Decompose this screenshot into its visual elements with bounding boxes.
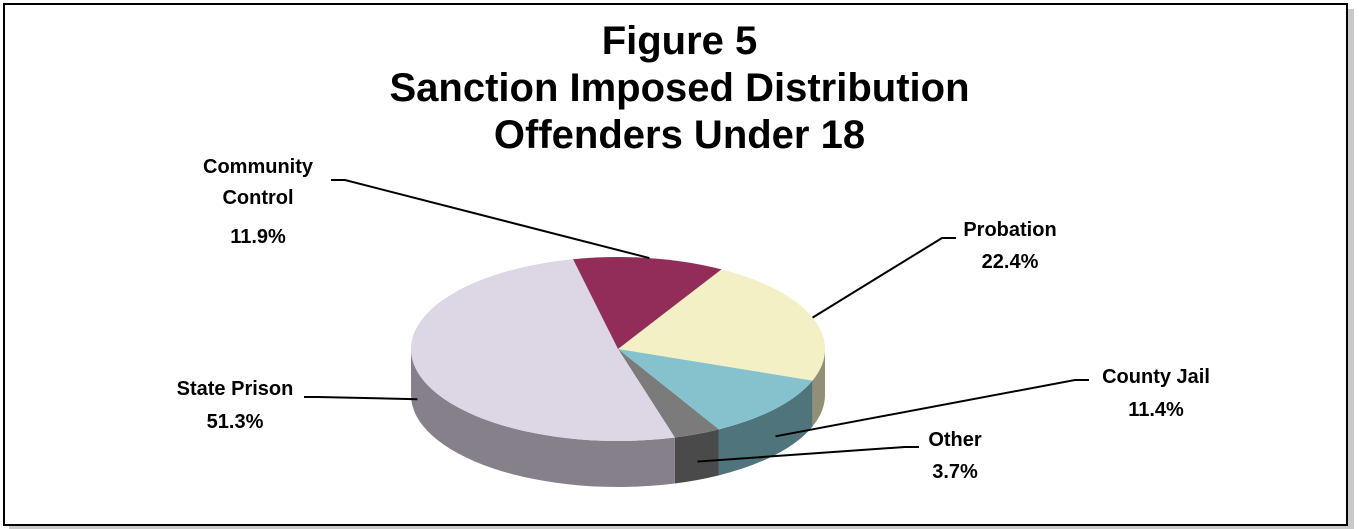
slice-community-control xyxy=(573,257,722,349)
slice-value-label-2: 3.7% xyxy=(932,461,978,483)
chart-subtitle-line-2: Offenders Under 18 xyxy=(493,113,866,157)
slice-value-label-0: 22.4% xyxy=(982,251,1039,273)
leader-line-1 xyxy=(775,379,1089,438)
slice-name-label-3: State Prison xyxy=(177,378,294,400)
slice-county-jail xyxy=(618,349,813,430)
slice-value-label-4: 11.9% xyxy=(230,226,286,248)
slice-name-label-0: Probation xyxy=(963,219,1056,241)
chart-title: Figure 5 xyxy=(601,19,758,63)
slice-side-3 xyxy=(411,349,675,488)
pie-sides xyxy=(411,349,825,488)
pie-slices xyxy=(411,257,825,441)
slice-side-2 xyxy=(674,429,719,484)
slice-probation xyxy=(618,269,825,381)
slice-labels: Probation 22.4% County Jail 11.4% Other 3.7% S… xyxy=(177,156,1210,483)
slice-value-label-3: 51.3% xyxy=(207,411,264,433)
leader-line-0 xyxy=(812,237,956,319)
leader-lines xyxy=(304,179,1089,463)
chart-subtitle-line-1: Sanction Imposed Distribution xyxy=(389,66,970,110)
slice-side-0 xyxy=(812,349,825,427)
slice-name-label-4: Community xyxy=(203,156,314,178)
slice-name-label-2: Other xyxy=(928,429,982,451)
leader-line-3 xyxy=(304,396,418,401)
slice-other xyxy=(618,349,719,438)
slice-name-label-4: Control xyxy=(222,187,293,209)
slice-side-1 xyxy=(718,380,813,476)
leader-line-2 xyxy=(697,446,919,463)
leader-line-4 xyxy=(331,179,650,260)
chart-title-block: Figure 5 Sanction Imposed Distribution O… xyxy=(0,18,1359,159)
slice-value-label-1: 11.4% xyxy=(1128,399,1184,421)
slice-state-prison xyxy=(411,259,675,441)
slice-name-label-1: County Jail xyxy=(1102,366,1210,388)
